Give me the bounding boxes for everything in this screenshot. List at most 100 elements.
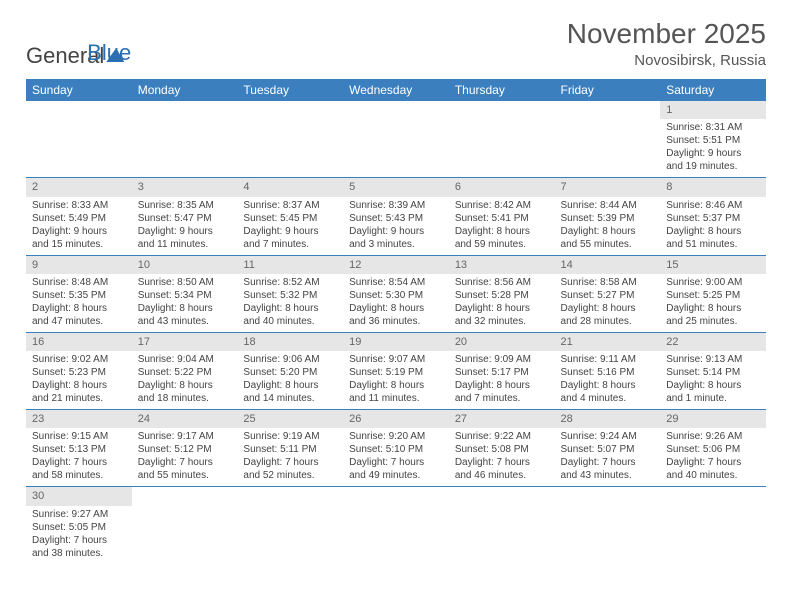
day-details: Sunrise: 8:52 AMSunset: 5:32 PMDaylight:… [237, 274, 343, 332]
sunrise-text: Sunrise: 8:48 AM [32, 276, 126, 289]
sunset-text: Sunset: 5:14 PM [666, 366, 760, 379]
day-details: Sunrise: 9:15 AMSunset: 5:13 PMDaylight:… [26, 428, 132, 486]
sunrise-text: Sunrise: 8:33 AM [32, 199, 126, 212]
daylight-line2: and 43 minutes. [561, 469, 655, 482]
daylight-line2: and 11 minutes. [138, 238, 232, 251]
daylight-line1: Daylight: 8 hours [561, 302, 655, 315]
daylight-line1: Daylight: 8 hours [138, 379, 232, 392]
daylight-line1: Daylight: 8 hours [666, 225, 760, 238]
calendar-table: Sunday Monday Tuesday Wednesday Thursday… [26, 79, 766, 564]
daylight-line1: Daylight: 9 hours [666, 147, 760, 160]
day-number: 13 [449, 256, 555, 274]
daylight-line2: and 49 minutes. [349, 469, 443, 482]
logo-line2: GenerBlue [26, 40, 131, 66]
daylight-line2: and 7 minutes. [455, 392, 549, 405]
sunset-text: Sunset: 5:23 PM [32, 366, 126, 379]
calendar-day-cell [26, 101, 132, 178]
day-number: 5 [343, 178, 449, 196]
sunset-text: Sunset: 5:32 PM [243, 289, 337, 302]
day-details: Sunrise: 8:44 AMSunset: 5:39 PMDaylight:… [555, 197, 661, 255]
sunset-text: Sunset: 5:35 PM [32, 289, 126, 302]
calendar-day-cell: 2Sunrise: 8:33 AMSunset: 5:49 PMDaylight… [26, 178, 132, 255]
sunrise-text: Sunrise: 8:52 AM [243, 276, 337, 289]
daylight-line2: and 43 minutes. [138, 315, 232, 328]
daylight-line2: and 11 minutes. [349, 392, 443, 405]
sunrise-text: Sunrise: 9:02 AM [32, 353, 126, 366]
daylight-line2: and 55 minutes. [561, 238, 655, 251]
day-details: Sunrise: 8:37 AMSunset: 5:45 PMDaylight:… [237, 197, 343, 255]
weekday-header: Tuesday [237, 79, 343, 101]
daylight-line2: and 40 minutes. [666, 469, 760, 482]
sunset-text: Sunset: 5:28 PM [455, 289, 549, 302]
day-details: Sunrise: 8:56 AMSunset: 5:28 PMDaylight:… [449, 274, 555, 332]
calendar-day-cell [660, 487, 766, 564]
calendar-day-cell: 14Sunrise: 8:58 AMSunset: 5:27 PMDayligh… [555, 255, 661, 332]
daylight-line1: Daylight: 7 hours [455, 456, 549, 469]
sunset-text: Sunset: 5:37 PM [666, 212, 760, 225]
sunrise-text: Sunrise: 8:50 AM [138, 276, 232, 289]
calendar-day-cell [343, 101, 449, 178]
sunset-text: Sunset: 5:06 PM [666, 443, 760, 456]
day-number: 12 [343, 256, 449, 274]
daylight-line1: Daylight: 8 hours [561, 225, 655, 238]
sunset-text: Sunset: 5:16 PM [561, 366, 655, 379]
sunset-text: Sunset: 5:11 PM [243, 443, 337, 456]
day-details: Sunrise: 9:11 AMSunset: 5:16 PMDaylight:… [555, 351, 661, 409]
calendar-week-row: 2 Sunrise: 8:33 AMSunset: 5:49 PM Daylight… [26, 178, 766, 255]
daylight-line2: and 51 minutes. [666, 238, 760, 251]
daylight-line2: and 19 minutes. [666, 160, 760, 173]
sunset-text: Sunset: 5:05 PM [32, 521, 126, 534]
daylight-line2: and 58 minutes. [32, 469, 126, 482]
logo-text-blue: Blue [87, 40, 131, 65]
daylight-line2: and 47 minutes. [32, 315, 126, 328]
day-details: Sunrise: 8:58 AMSunset: 5:27 PMDaylight:… [555, 274, 661, 332]
day-details: Sunrise: 8:54 AMSunset: 5:30 PMDaylight:… [343, 274, 449, 332]
sunset-text: Sunset: 5:22 PM [138, 366, 232, 379]
sunset-text: Sunset: 5:19 PM [349, 366, 443, 379]
calendar-day-cell: 22Sunrise: 9:13 AMSunset: 5:14 PMDayligh… [660, 332, 766, 409]
daylight-line1: Daylight: 7 hours [561, 456, 655, 469]
sunset-text: Sunset: 5:12 PM [138, 443, 232, 456]
calendar-day-cell: 21Sunrise: 9:11 AMSunset: 5:16 PMDayligh… [555, 332, 661, 409]
daylight-line2: and 40 minutes. [243, 315, 337, 328]
daylight-line1: Daylight: 8 hours [455, 379, 549, 392]
daylight-line2: and 52 minutes. [243, 469, 337, 482]
sunrise-text: Sunrise: 9:26 AM [666, 430, 760, 443]
day-details: Sunrise: 9:02 AMSunset: 5:23 PMDaylight:… [26, 351, 132, 409]
sunset-text: Sunset: 5:08 PM [455, 443, 549, 456]
sunrise-text: Sunrise: 9:07 AM [349, 353, 443, 366]
calendar-day-cell: 17Sunrise: 9:04 AMSunset: 5:22 PMDayligh… [132, 332, 238, 409]
header: General November 2025 Novosibirsk, Russi… [26, 18, 766, 69]
calendar-day-cell [132, 101, 238, 178]
day-number: 9 [26, 256, 132, 274]
weekday-header: Monday [132, 79, 238, 101]
page-title: November 2025 [567, 18, 766, 50]
sunset-text: Sunset: 5:10 PM [349, 443, 443, 456]
daylight-line1: Daylight: 7 hours [138, 456, 232, 469]
location-label: Novosibirsk, Russia [567, 52, 766, 69]
calendar-day-cell [132, 487, 238, 564]
daylight-line1: Daylight: 8 hours [666, 302, 760, 315]
sunset-text: Sunset: 5:25 PM [666, 289, 760, 302]
sunset-text: Sunset: 5:43 PM [349, 212, 443, 225]
daylight-line2: and 7 minutes. [243, 238, 337, 251]
daylight-line2: and 32 minutes. [455, 315, 549, 328]
day-number: 29 [660, 410, 766, 428]
calendar-day-cell [237, 101, 343, 178]
sunrise-text: Sunrise: 9:24 AM [561, 430, 655, 443]
day-number: 23 [26, 410, 132, 428]
sunrise-text: Sunrise: 9:27 AM [32, 508, 126, 521]
daylight-line1: Daylight: 8 hours [32, 302, 126, 315]
day-details: Sunrise: 8:46 AMSunset: 5:37 PMDaylight:… [660, 197, 766, 255]
sunset-text: Sunset: 5:49 PM [32, 212, 126, 225]
sunrise-text: Sunrise: 8:56 AM [455, 276, 549, 289]
sunrise-text: Sunrise: 9:19 AM [243, 430, 337, 443]
day-number: 2 [26, 178, 132, 196]
sunrise-text: Sunrise: 9:06 AM [243, 353, 337, 366]
day-details: Sunrise: 9:27 AMSunset: 5:05 PMDaylight:… [26, 506, 132, 564]
day-number: 16 [26, 333, 132, 351]
sunrise-text: Sunrise: 9:20 AM [349, 430, 443, 443]
calendar-day-cell: 8Sunrise: 8:46 AMSunset: 5:37 PMDaylight… [660, 178, 766, 255]
sunrise-text: Sunrise: 8:37 AM [243, 199, 337, 212]
sunset-text: Sunset: 5:20 PM [243, 366, 337, 379]
